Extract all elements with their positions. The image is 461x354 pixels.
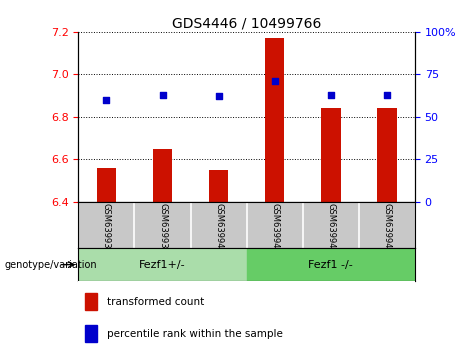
Point (327, 92, 334, 98)
Point (103, 97, 110, 103)
Bar (85, 293, 97, 310)
Text: Fezf1+/-: Fezf1+/- (139, 259, 186, 270)
Text: GSM639943: GSM639943 (382, 203, 391, 254)
Bar (265, 38, 284, 202)
Text: Fezf1 -/-: Fezf1 -/- (308, 259, 353, 270)
Bar (97, 168, 116, 202)
Bar (209, 170, 228, 202)
Text: GSM639941: GSM639941 (270, 203, 279, 254)
Point (383, 92, 390, 98)
Point (271, 78, 278, 84)
Text: GSM639940: GSM639940 (214, 203, 223, 254)
Text: percentile rank within the sample: percentile rank within the sample (107, 329, 283, 338)
Title: GDS4446 / 10499766: GDS4446 / 10499766 (172, 17, 321, 31)
Bar (377, 108, 396, 202)
Bar (78, 248, 247, 281)
Text: GSM639939: GSM639939 (158, 203, 167, 254)
Bar (85, 325, 97, 342)
Text: genotype/variation: genotype/variation (5, 259, 97, 270)
Text: GSM639942: GSM639942 (326, 203, 335, 254)
Bar (321, 108, 341, 202)
Text: GSM639938: GSM639938 (102, 203, 111, 254)
Bar (247, 248, 415, 281)
Bar (153, 149, 172, 202)
Text: transformed count: transformed count (107, 297, 205, 307)
Point (159, 92, 166, 98)
Point (215, 93, 222, 99)
